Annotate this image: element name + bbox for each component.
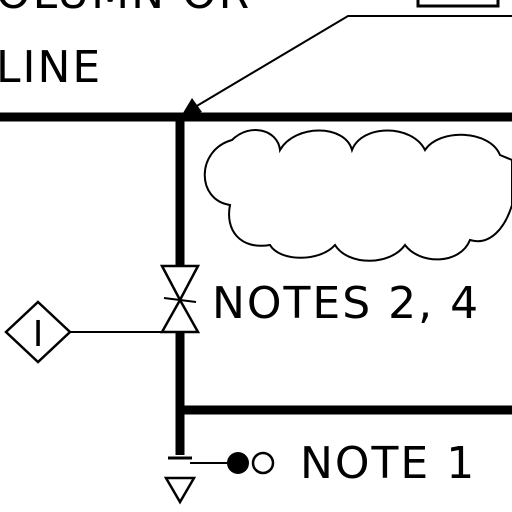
instrument-diamond: [4, 300, 72, 364]
revision-cloud: [203, 129, 512, 262]
top-tag-box: [416, 0, 500, 8]
instrument-tag: I: [4, 300, 180, 364]
solid-node-dot: [227, 452, 249, 474]
notes-2-4-label: NOTES 2, 4: [212, 278, 480, 329]
leader-line: [189, 15, 512, 111]
column-or-label: OLUMN OR: [0, 0, 251, 19]
open-node-dot: [251, 451, 275, 475]
line-label: LINE: [0, 42, 102, 93]
instrument-tag-letter: I: [33, 314, 44, 355]
drain-triangle: [163, 476, 197, 505]
gate-valve-symbol: [159, 264, 201, 334]
note-1-label: NOTE 1: [300, 438, 476, 489]
drain-assembly: [163, 451, 275, 505]
